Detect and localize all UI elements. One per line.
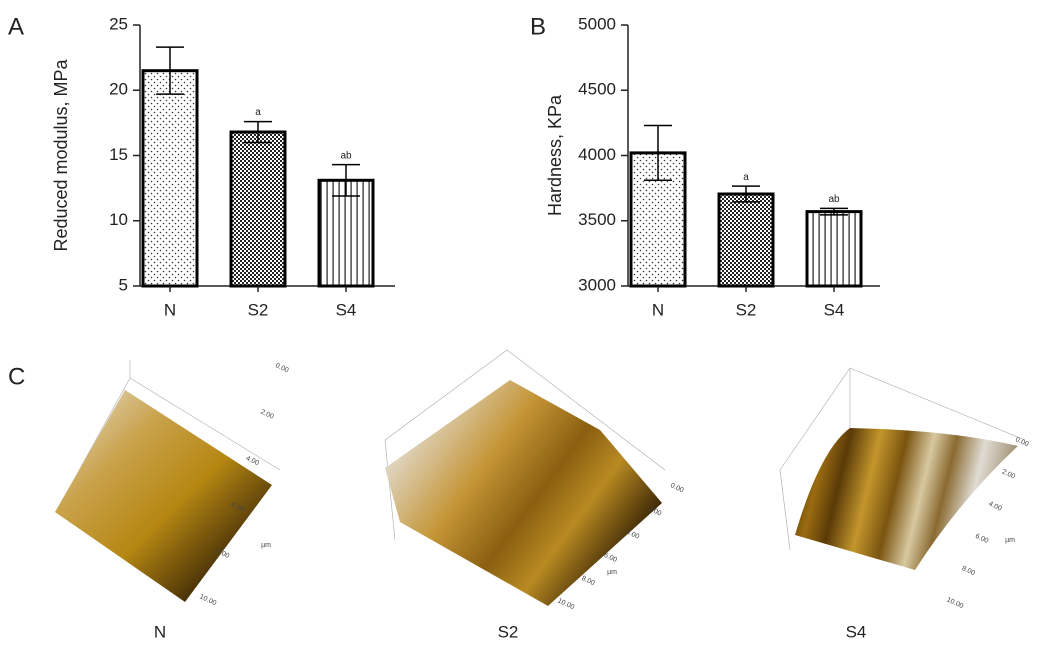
x-tick-label: S4 [336,300,357,319]
significance-label: ab [340,150,352,161]
afm-tick-label: 0.00 [669,482,684,494]
afm-tick-label: 2.00 [1001,468,1016,480]
bar [229,130,287,288]
afm-tick-label: 6.00 [603,552,618,564]
y-tick-label: 5 [119,275,128,294]
x-tick-label: S2 [248,300,269,319]
x-tick-label: N [164,300,176,319]
afm-tick-label: 8.00 [580,575,595,587]
y-axis-label: Hardness, KPa [545,94,565,216]
afm-n [55,360,281,602]
afm-tick-label: 8.00 [961,565,976,577]
x-tick-label: N [652,300,664,319]
afm-caption: N [154,622,166,641]
afm-tick-label: 2.00 [259,409,274,421]
afm-unit: µm [1005,537,1015,544]
x-tick-label: S4 [824,300,845,319]
afm-unit: µm [261,542,271,549]
bar [141,69,199,288]
y-tick-label: 15 [109,145,128,164]
afm-tick-label: 2.00 [647,505,662,517]
y-tick-label: 10 [109,210,128,229]
y-tick-label: 3500 [578,210,616,229]
afm-tick-label: 0.00 [274,362,289,374]
y-tick-label: 4000 [578,145,616,164]
x-tick-label: S2 [736,300,757,319]
y-tick-label: 25 [109,14,128,33]
afm-caption: S4 [846,622,867,641]
panel-label: B [530,13,546,40]
panel-label: C [8,363,25,390]
bar [717,192,775,288]
afm-tick-label: 10.00 [945,596,964,610]
significance-label: a [743,172,749,183]
significance-label: a [255,107,261,118]
bar [805,210,863,288]
afm-tick-label: 10.00 [556,597,575,611]
y-tick-label: 4500 [578,80,616,99]
significance-label: ab [828,194,840,205]
panel-label: A [8,13,24,40]
y-tick-label: 5000 [578,14,616,33]
y-tick-label: 20 [109,80,128,99]
afm-tick-label: 6.00 [974,533,989,545]
y-tick-label: 3000 [578,275,616,294]
afm-tick-label: 4.00 [245,455,260,467]
afm-tick-label: 4.00 [625,529,640,541]
afm-s2 [384,349,666,606]
afm-unit: µm [607,569,617,576]
afm-tick-label: 10.00 [198,593,217,607]
y-axis-label: Reduced modulus, MPa [51,58,71,251]
afm-tick-label: 4.00 [987,501,1002,513]
afm-caption: S2 [498,622,519,641]
afm-s4 [779,367,1026,570]
